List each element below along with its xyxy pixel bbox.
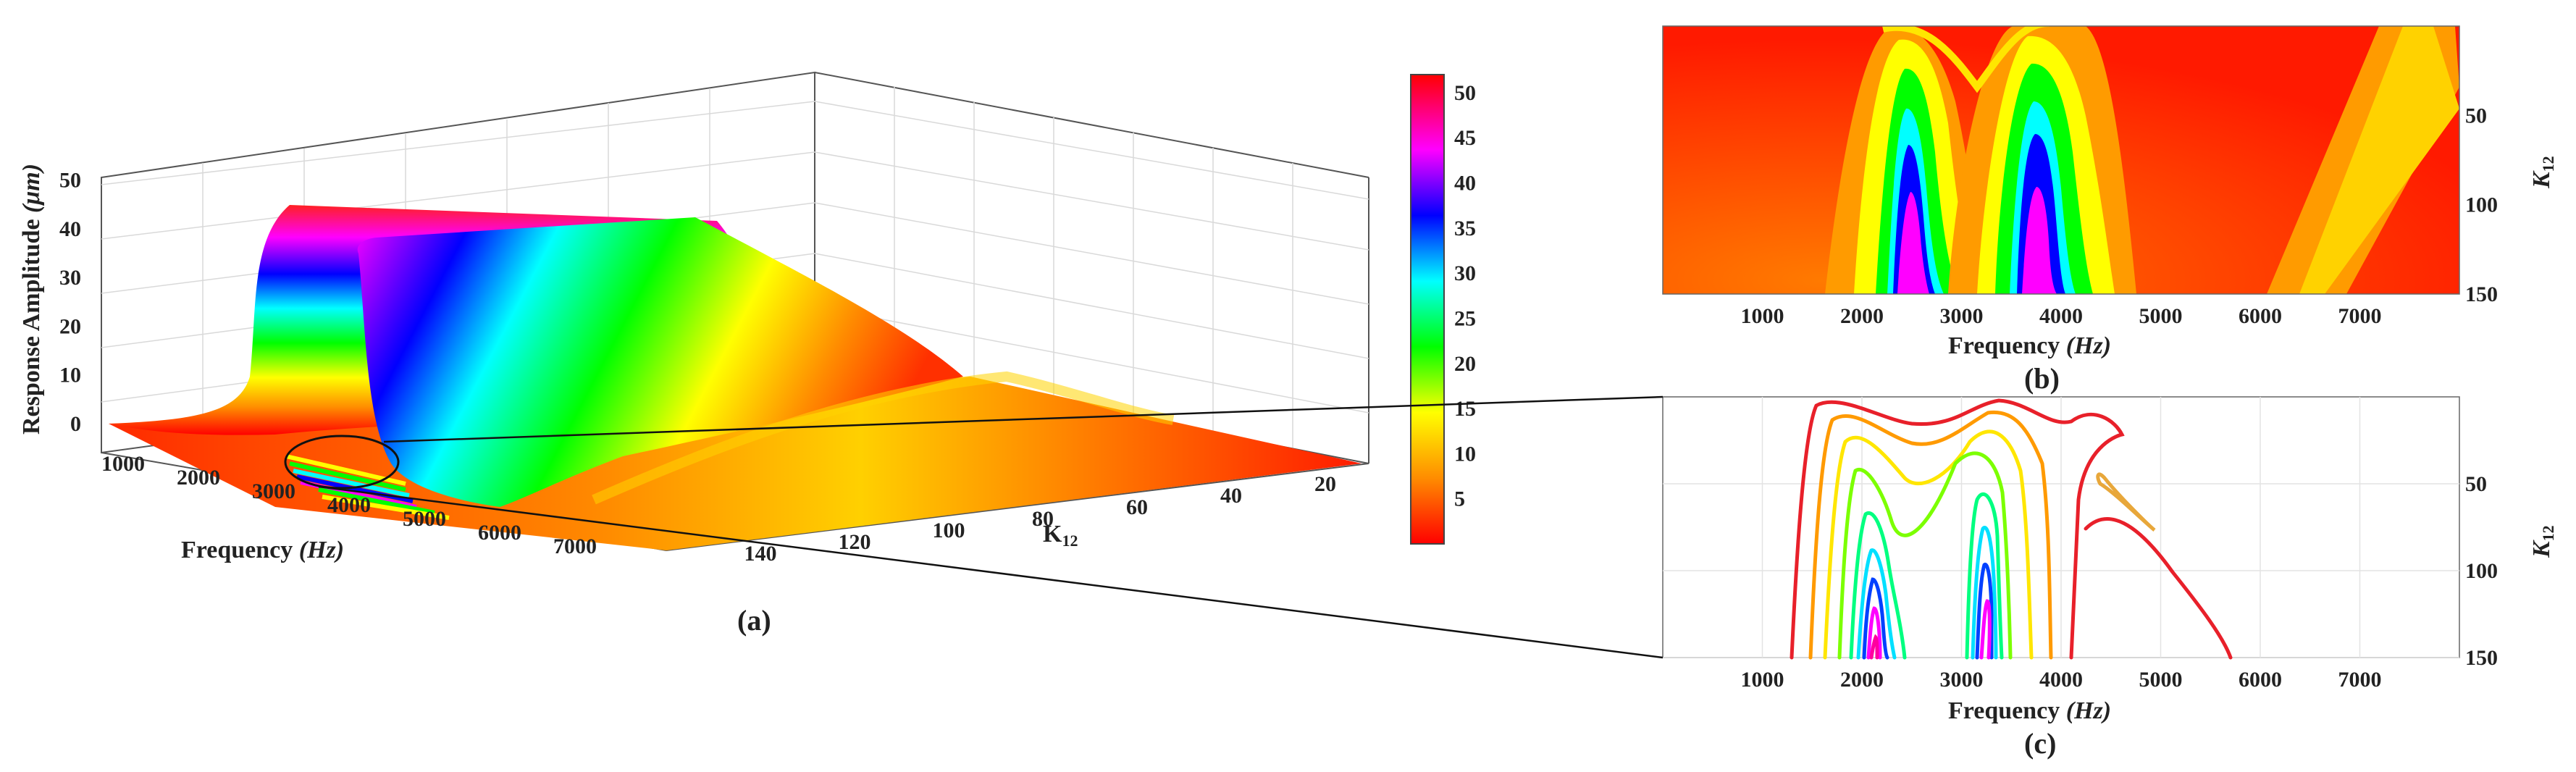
colorbar-tick-labels: 5 10 15 20 25 30 35 40 45 50 <box>1454 81 1476 511</box>
colorbar-tick-label: 25 <box>1454 306 1476 330</box>
x-tick-label: 1000 <box>101 452 145 476</box>
c-x-axis-label: Frequency (Hz) <box>1948 697 2111 724</box>
z-tick-label: 10 <box>59 364 81 387</box>
b-x-axis-label: Frequency (Hz) <box>1948 332 2111 359</box>
b-x-tick-label: 1000 <box>1741 304 1784 328</box>
y-tick-label: 60 <box>1126 495 1148 519</box>
b-x-tick-label: 5000 <box>2139 304 2183 328</box>
z-axis-label: Response Amplitude (μm) <box>18 164 45 435</box>
x-tick-labels: 1000 2000 3000 4000 5000 6000 7000 <box>101 452 597 558</box>
colorbar-tick-label: 20 <box>1454 352 1476 376</box>
y-tick-labels: 20 40 60 80 100 120 140 <box>744 472 1337 566</box>
c-x-tick-label: 3000 <box>1940 668 1984 692</box>
colorbar-tick-label: 15 <box>1454 397 1476 421</box>
colorbar-tick-label: 10 <box>1454 442 1476 466</box>
x-tick-label: 5000 <box>403 507 446 531</box>
surface-peak-2 <box>357 217 963 507</box>
c-x-tick-label: 6000 <box>2239 668 2282 692</box>
z-tick-label: 20 <box>59 314 81 338</box>
y-tick-label: 100 <box>933 519 965 542</box>
b-y-axis-label: K12 <box>2528 156 2557 189</box>
c-x-tick-label: 2000 <box>1840 668 1884 692</box>
z-tick-label: 0 <box>70 412 81 436</box>
colorbar-tick-label: 35 <box>1454 217 1476 240</box>
z-tick-label: 50 <box>59 168 81 192</box>
zoom-connectors <box>318 395 1664 659</box>
caption-b: (b) <box>2024 362 2060 395</box>
panel-c: 1000 2000 3000 4000 5000 6000 7000 50 100 150 Fr… <box>1662 396 2557 760</box>
b-x-tick-label: 6000 <box>2239 304 2282 328</box>
z-tick-labels: 0 10 20 30 40 50 <box>59 168 81 436</box>
colorbar-gradient <box>1410 74 1445 545</box>
b-y-tick-label: 150 <box>2465 282 2498 306</box>
x-tick-label: 2000 <box>177 466 220 490</box>
c-y-tick-label: 100 <box>2465 559 2498 583</box>
colorbar-tick-label: 50 <box>1454 81 1476 105</box>
c-y-tick-labels: 50 100 150 <box>2465 472 2498 670</box>
panel-b: 1000 2000 3000 4000 5000 6000 7000 50 100 150 Fr… <box>1662 25 2557 395</box>
zoom-ellipse <box>284 435 400 490</box>
colorbar-tick-label: 5 <box>1454 487 1465 511</box>
contour-level-1 <box>1790 398 2125 660</box>
caption-a: (a) <box>737 604 771 637</box>
caption-c: (c) <box>2024 727 2056 760</box>
surface-ridge-3 <box>592 371 1175 505</box>
y-tick-label: 120 <box>839 530 871 554</box>
c-x-tick-label: 4000 <box>2039 668 2083 692</box>
y-tick-label: 40 <box>1220 484 1242 508</box>
heatmap-frame <box>1662 25 2460 295</box>
c-x-tick-labels: 1000 2000 3000 4000 5000 6000 7000 <box>1741 668 2382 692</box>
b-x-tick-label: 7000 <box>2338 304 2382 328</box>
b-x-tick-label: 2000 <box>1840 304 1884 328</box>
panel-a: 0 10 20 30 40 50 1000 2000 3000 4000 5000 6000 7000… <box>18 71 1369 637</box>
b-x-tick-labels: 1000 2000 3000 4000 5000 6000 7000 <box>1741 304 2382 328</box>
x-tick-label: 3000 <box>252 479 295 503</box>
c-y-tick-label: 150 <box>2465 646 2498 670</box>
y-axis-label: K12 <box>1043 521 1078 550</box>
x-tick-label: 4000 <box>327 493 371 517</box>
z-tick-label: 30 <box>59 266 81 290</box>
colorbar: 5 10 15 20 25 30 35 40 45 50 <box>1410 74 1476 545</box>
b-y-tick-label: 50 <box>2465 104 2487 127</box>
y-tick-label: 20 <box>1314 472 1336 496</box>
colorbar-tick-label: 40 <box>1454 172 1476 196</box>
c-y-axis-label: K12 <box>2528 525 2557 558</box>
c-x-tick-label: 5000 <box>2139 668 2183 692</box>
y-tick-label: 140 <box>744 542 777 566</box>
colorbar-tick-label: 30 <box>1454 261 1476 285</box>
contour-lines <box>1790 398 2233 660</box>
c-y-tick-label: 50 <box>2465 472 2487 496</box>
x-axis-label: Frequency (Hz) <box>181 537 344 563</box>
b-x-tick-label: 4000 <box>2039 304 2083 328</box>
y-tick-label: 80 <box>1032 507 1054 531</box>
c-x-tick-label: 1000 <box>1741 668 1784 692</box>
b-x-tick-label: 3000 <box>1940 304 1984 328</box>
x-tick-label: 7000 <box>553 534 597 558</box>
colorbar-tick-label: 45 <box>1454 126 1476 150</box>
b-y-tick-label: 100 <box>2465 193 2498 217</box>
b-y-tick-labels: 50 100 150 <box>2465 104 2498 306</box>
x-tick-label: 6000 <box>478 521 521 545</box>
c-x-tick-label: 7000 <box>2338 668 2382 692</box>
z-tick-label: 40 <box>59 217 81 241</box>
